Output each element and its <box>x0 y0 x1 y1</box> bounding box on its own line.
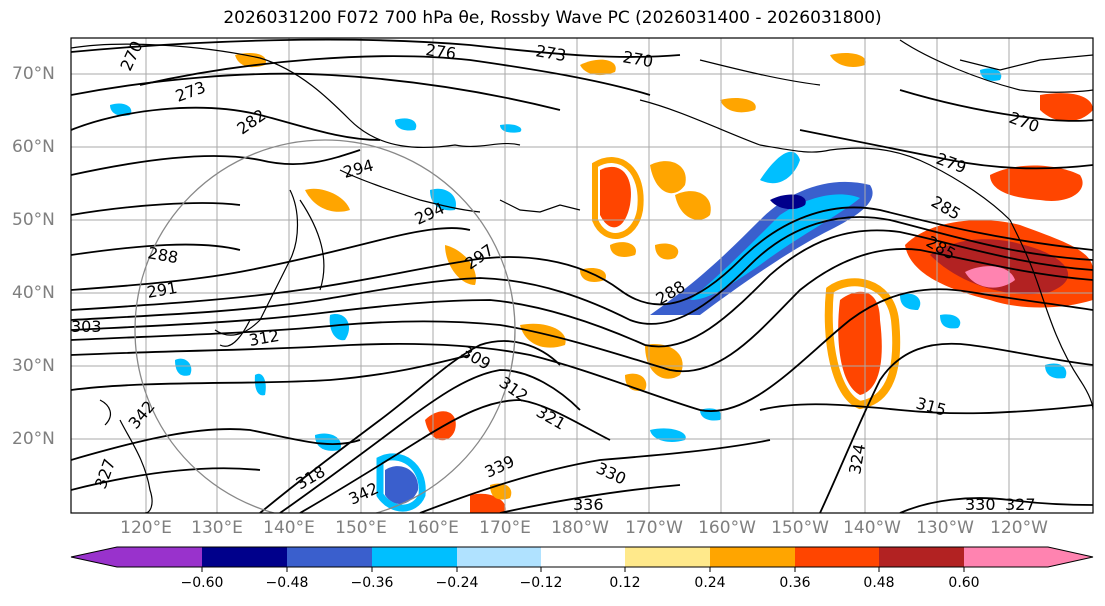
colorbar-tick-label: 0.12 <box>609 575 641 591</box>
lat-label: 30°N <box>12 356 55 376</box>
colorbar-tick-label: 0.24 <box>694 575 726 591</box>
map-title: 2026031200 F072 700 hPa θe, Rossby Wave … <box>223 8 882 28</box>
region-circle <box>134 139 516 513</box>
lon-label: 120°E <box>120 518 172 538</box>
lat-label: 20°N <box>12 429 55 449</box>
lat-label: 50°N <box>12 210 55 230</box>
colorbar-bin <box>372 547 457 567</box>
lon-label: 160°W <box>698 518 756 538</box>
lon-label: 160°E <box>407 518 459 538</box>
colorbar-tick-label: −0.48 <box>265 575 309 591</box>
lon-label: 140°E <box>263 518 315 538</box>
lat-label: 70°N <box>12 64 55 84</box>
colorbar-tick-label: −0.12 <box>519 575 563 591</box>
colorbar-bin <box>795 547 879 567</box>
contour-label: 336 <box>573 495 604 514</box>
lon-label: 170°E <box>479 518 531 538</box>
anomaly-shading <box>110 53 1093 513</box>
colorbar-tick-label: 0.60 <box>948 575 980 591</box>
colorbar-bin <box>710 547 795 567</box>
colorbar-tick-label: 0.36 <box>779 575 811 591</box>
lat-label: 40°N <box>12 283 55 303</box>
colorbar-extend-high <box>1048 547 1093 567</box>
colorbar-bin <box>625 547 710 567</box>
colorbar-bin <box>117 547 202 567</box>
colorbar-bin <box>287 547 372 567</box>
contour-label: 327 <box>1005 495 1036 514</box>
contour-label: 330 <box>965 495 996 514</box>
lon-label: 120°W <box>990 518 1048 538</box>
contour-label: 276 <box>424 40 457 63</box>
colorbar-tick-label: −0.60 <box>180 575 224 591</box>
lat-label: 60°N <box>12 137 55 157</box>
lon-label: 140°W <box>843 518 901 538</box>
lon-label: 130°E <box>191 518 243 538</box>
lon-label: 130°W <box>916 518 974 538</box>
colorbar <box>70 546 1094 572</box>
theta-e-contours <box>71 38 1093 513</box>
lon-label: 150°W <box>771 518 829 538</box>
colorbar-tick-label: −0.36 <box>350 575 394 591</box>
lon-label: 180°W <box>551 518 609 538</box>
colorbar-bin <box>879 547 964 567</box>
lon-label: 150°E <box>335 518 387 538</box>
lon-label: 170°W <box>625 518 683 538</box>
colorbar-bin <box>541 547 625 567</box>
contour-label: 303 <box>71 317 102 336</box>
colorbar-bin <box>964 547 1048 567</box>
colorbar-bin <box>202 547 287 567</box>
colorbar-bin <box>457 547 541 567</box>
colorbar-tick-label: −0.24 <box>435 575 479 591</box>
colorbar-extend-low <box>71 547 117 567</box>
colorbar-tick-label: 0.48 <box>863 575 895 591</box>
map-frame <box>70 37 1094 514</box>
